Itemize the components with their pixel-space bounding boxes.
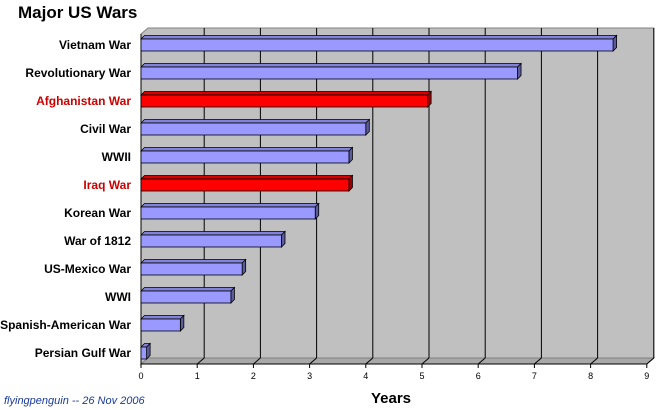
y-tick-label: Afghanistan War bbox=[36, 94, 131, 108]
x-axis-label: Years bbox=[371, 390, 411, 407]
bar-top bbox=[140, 287, 236, 292]
bar-top bbox=[140, 203, 320, 208]
bar bbox=[140, 234, 282, 248]
x-tick-label: 0 bbox=[138, 371, 143, 381]
y-tick-label: WWI bbox=[105, 290, 131, 304]
x-tick-label: 6 bbox=[476, 371, 481, 381]
bar bbox=[140, 318, 181, 332]
x-tick-label: 2 bbox=[251, 371, 256, 381]
bar-top bbox=[140, 175, 354, 180]
y-tick-label: Revolutionary War bbox=[25, 66, 131, 80]
gridline bbox=[477, 357, 486, 365]
bar-top bbox=[140, 35, 618, 40]
x-tick-label: 1 bbox=[195, 371, 200, 381]
chart-title: Major US Wars bbox=[18, 3, 138, 22]
gridline bbox=[534, 357, 542, 365]
y-tick-label: WWII bbox=[102, 150, 131, 164]
bar bbox=[140, 94, 429, 108]
gridline bbox=[309, 357, 317, 365]
bar bbox=[140, 122, 367, 136]
x-tick-label: 3 bbox=[307, 371, 312, 381]
credit-text: flyingpenguin -- 26 Nov 2006 bbox=[4, 395, 145, 407]
y-tick-label: Vietnam War bbox=[59, 38, 131, 52]
gridline bbox=[196, 357, 205, 365]
y-tick-label: Spanish-American War bbox=[0, 318, 131, 332]
x-tick-label: 8 bbox=[588, 371, 593, 381]
bar-top bbox=[140, 231, 286, 236]
gridline bbox=[646, 357, 655, 365]
bar bbox=[140, 66, 518, 80]
bar-top bbox=[140, 63, 523, 68]
gridline bbox=[365, 357, 374, 365]
y-tick-label: Civil War bbox=[80, 122, 131, 136]
y-tick-label: US-Mexico War bbox=[44, 262, 131, 276]
gridline bbox=[590, 357, 598, 365]
x-tick-label: 4 bbox=[363, 371, 368, 381]
bar bbox=[140, 178, 350, 192]
plot-floor bbox=[139, 357, 656, 365]
bar-top bbox=[140, 91, 433, 96]
bar-top bbox=[140, 119, 371, 124]
y-tick-label: Iraq War bbox=[83, 178, 131, 192]
gridline bbox=[421, 357, 430, 365]
bar-top bbox=[140, 315, 185, 320]
bar bbox=[140, 38, 614, 52]
bar bbox=[140, 290, 232, 304]
bar bbox=[140, 262, 243, 276]
y-tick-label: Persian Gulf War bbox=[35, 346, 132, 360]
y-tick-label: Korean War bbox=[64, 206, 131, 220]
bar bbox=[140, 206, 316, 220]
x-tick-label: 7 bbox=[532, 371, 537, 381]
x-tick-label: 5 bbox=[419, 371, 424, 381]
bar-top bbox=[140, 147, 354, 152]
y-tick-label: War of 1812 bbox=[64, 234, 131, 248]
gridline bbox=[253, 357, 261, 365]
x-tick-label: 9 bbox=[644, 371, 649, 381]
bar bbox=[140, 346, 148, 360]
bar bbox=[140, 150, 350, 164]
bar-top bbox=[140, 259, 247, 264]
